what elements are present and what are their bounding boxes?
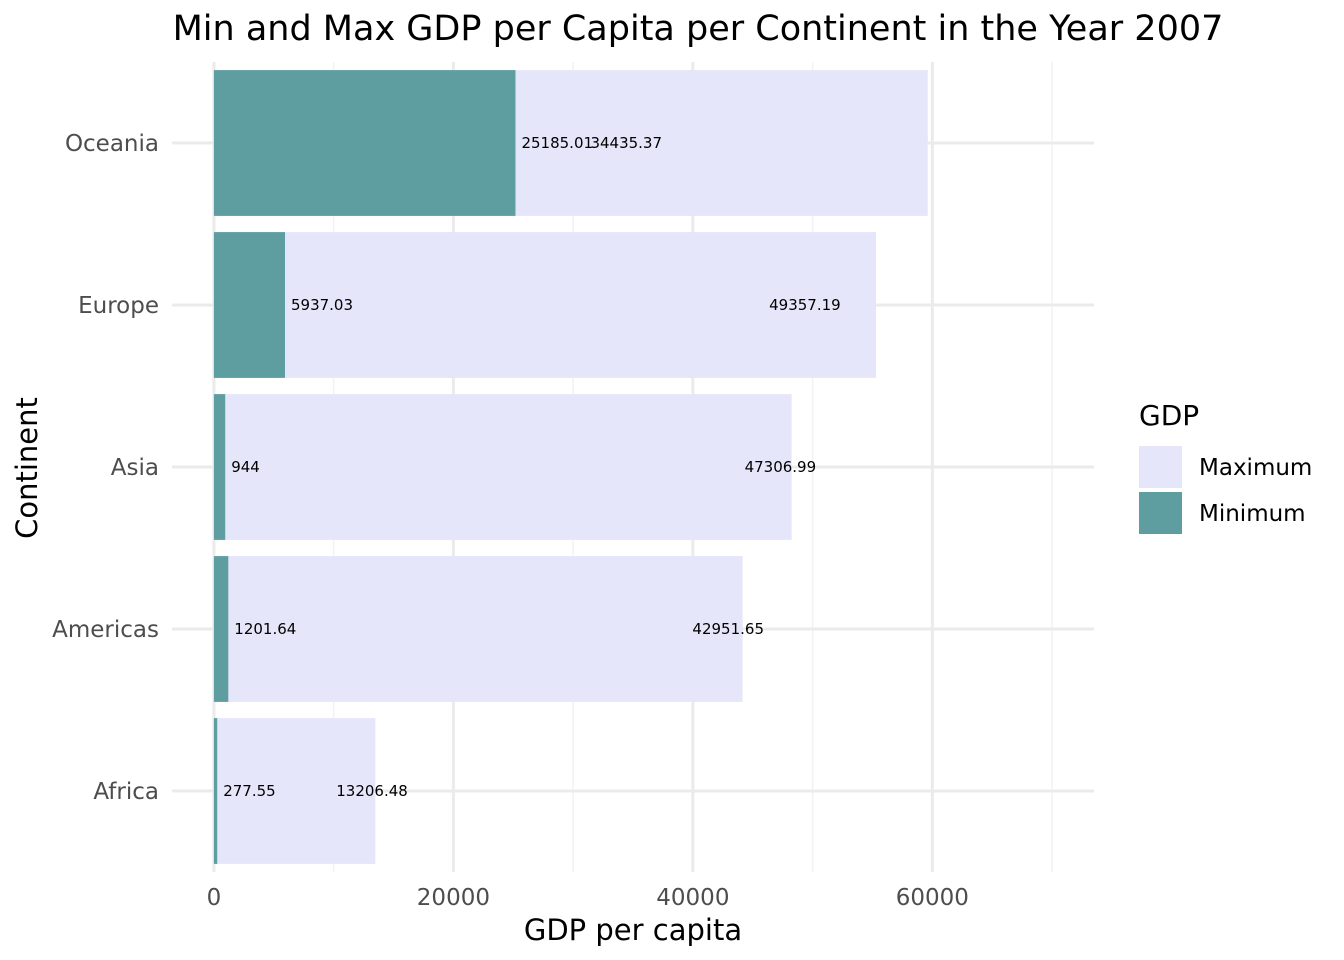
value-label-max-oceania: 34435.37	[590, 134, 662, 152]
x-tick-label: 20000	[417, 885, 490, 911]
bar-maximum-europe	[213, 232, 876, 378]
y-axis-ticks: Oceania Europe Asia Americas Africa	[52, 131, 159, 805]
legend-key-maximum	[1139, 446, 1182, 488]
chart-title: Min and Max GDP per Capita per Continent…	[173, 9, 1224, 49]
y-tick-label-americas: Americas	[52, 617, 159, 643]
value-label-min-oceania: 25185.01	[521, 134, 593, 152]
y-tick-label-europe: Europe	[78, 293, 159, 319]
bar-minimum-africa	[213, 718, 218, 864]
legend: GDP Maximum Minimum	[1139, 399, 1312, 534]
bar-maximum-asia	[213, 394, 792, 540]
value-label-max-asia: 47306.99	[745, 458, 817, 476]
y-tick-label-africa: Africa	[93, 779, 159, 805]
value-label-min-asia: 944	[231, 458, 260, 476]
x-axis-title: GDP per capita	[524, 913, 742, 947]
x-tick-label: 0	[207, 885, 222, 911]
value-label-min-europe: 5937.03	[291, 296, 353, 314]
value-label-max-americas: 42951.65	[692, 620, 764, 638]
value-label-min-africa: 277.55	[223, 782, 276, 800]
value-label-min-americas: 1201.64	[234, 620, 296, 638]
legend-label-minimum: Minimum	[1199, 501, 1306, 527]
x-axis-ticks: 0 20000 40000 60000	[207, 885, 969, 911]
bar-minimum-americas	[213, 556, 229, 702]
bar-minimum-asia	[213, 394, 226, 540]
bars	[213, 70, 928, 864]
value-label-max-europe: 49357.19	[769, 296, 841, 314]
legend-key-minimum	[1139, 492, 1182, 534]
y-tick-label-asia: Asia	[111, 455, 159, 481]
bar-maximum-americas	[213, 556, 743, 702]
x-tick-label: 60000	[896, 885, 969, 911]
x-tick-label: 40000	[656, 885, 729, 911]
bar-maximum-africa	[213, 718, 376, 864]
bar-minimum-oceania	[213, 70, 516, 216]
bar-minimum-europe	[213, 232, 285, 378]
y-tick-label-oceania: Oceania	[65, 131, 159, 157]
value-label-max-africa: 13206.48	[336, 782, 408, 800]
legend-title: GDP	[1139, 399, 1199, 432]
legend-label-maximum: Maximum	[1199, 455, 1312, 481]
y-axis-title: Continent	[10, 397, 44, 539]
